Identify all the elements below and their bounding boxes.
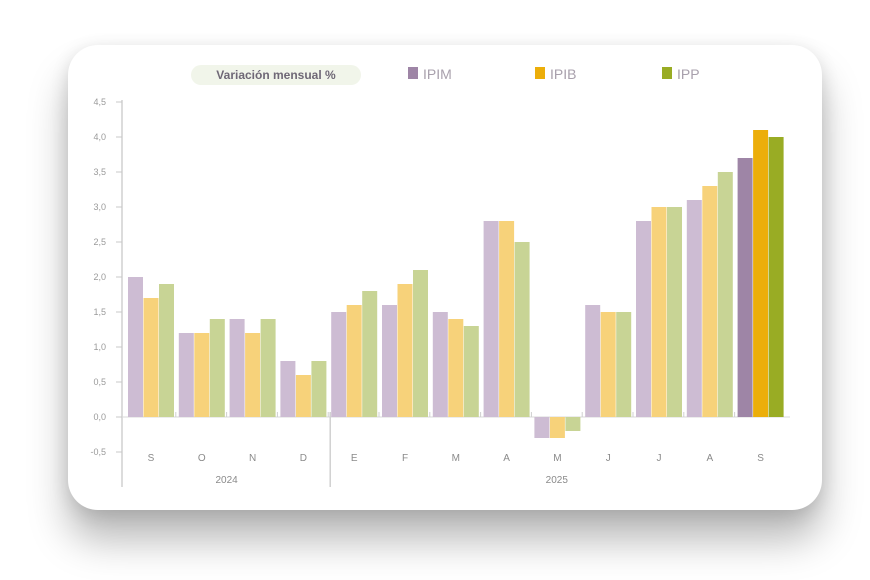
- x-tick-label: A: [503, 453, 510, 464]
- x-tick-label: M: [553, 453, 561, 464]
- chart-title: Variación mensual %: [216, 68, 336, 82]
- bar-ipim-8: [534, 417, 550, 438]
- bar-ipib-10: [651, 207, 667, 417]
- x-tick-label: E: [351, 453, 358, 464]
- bar-ipib-11: [702, 186, 718, 417]
- y-tick-label: 4,0: [93, 132, 106, 142]
- legend-label-ipim: IPIM: [423, 66, 452, 82]
- legend-swatch-ipim: [408, 67, 418, 79]
- bar-ipib-5: [397, 284, 413, 417]
- x-tick-label: M: [452, 453, 460, 464]
- legend-swatch-ipp: [662, 67, 672, 79]
- bar-ipp-12: [768, 137, 784, 417]
- y-tick-label: 1,5: [93, 307, 106, 317]
- bar-ipib-3: [295, 375, 311, 417]
- bar-ipim-4: [331, 312, 347, 417]
- bar-ipim-0: [128, 277, 143, 417]
- legend-label-ipib: IPIB: [550, 66, 576, 82]
- x-tick-label: S: [757, 453, 764, 464]
- year-label-2024: 2024: [215, 475, 238, 486]
- y-tick-label: 2,0: [93, 272, 106, 282]
- bar-ipim-1: [178, 333, 194, 417]
- y-tick-label: 0,0: [93, 412, 106, 422]
- x-tick-label: J: [606, 453, 611, 464]
- y-tick-label: -0,5: [90, 447, 106, 457]
- bar-ipp-0: [159, 284, 174, 417]
- y-tick-label: 2,5: [93, 237, 106, 247]
- bar-ipib-2: [245, 333, 261, 417]
- y-tick-label: 3,5: [93, 167, 106, 177]
- bar-ipp-6: [463, 326, 479, 417]
- bar-ipib-4: [346, 305, 362, 417]
- x-tick-label: F: [402, 453, 408, 464]
- bar-ipp-5: [413, 270, 428, 417]
- bar-ipib-8: [549, 417, 565, 438]
- bar-ipim-5: [382, 305, 397, 417]
- y-tick-label: 3,0: [93, 202, 106, 212]
- y-tick-label: 1,0: [93, 342, 106, 352]
- legend-label-ipp: IPP: [677, 66, 700, 82]
- bar-ipim-6: [432, 312, 448, 417]
- bar-ipim-7: [483, 221, 499, 417]
- x-tick-label: S: [148, 453, 155, 464]
- bar-ipim-2: [229, 319, 245, 417]
- bar-ipp-8: [565, 417, 581, 431]
- bar-ipim-3: [280, 361, 296, 417]
- bar-ipp-2: [260, 319, 276, 417]
- bar-ipib-0: [143, 298, 159, 417]
- x-tick-label: N: [249, 453, 256, 464]
- title-pill: [191, 65, 361, 85]
- bar-ipib-12: [753, 130, 769, 417]
- bar-ipp-7: [514, 242, 530, 417]
- bar-ipp-3: [311, 361, 327, 417]
- bar-ipim-11: [686, 200, 702, 417]
- y-tick-label: 4,5: [93, 97, 106, 107]
- bar-ipib-7: [499, 221, 515, 417]
- bar-ipim-12: [737, 158, 753, 417]
- bar-ipim-9: [585, 305, 601, 417]
- x-tick-label: A: [706, 453, 713, 464]
- x-tick-label: O: [198, 453, 206, 464]
- legend-swatch-ipib: [535, 67, 545, 79]
- bar-ipp-1: [209, 319, 225, 417]
- bar-ipp-9: [616, 312, 632, 417]
- x-tick-label: J: [657, 453, 662, 464]
- year-label-2025: 2025: [546, 475, 569, 486]
- bar-ipib-1: [194, 333, 210, 417]
- y-tick-label: 0,5: [93, 377, 106, 387]
- bar-ipp-10: [667, 207, 682, 417]
- bar-ipib-9: [600, 312, 616, 417]
- bar-ipp-4: [362, 291, 378, 417]
- bar-ipp-11: [717, 172, 733, 417]
- bar-ipim-10: [636, 221, 651, 417]
- x-tick-label: D: [300, 453, 307, 464]
- bar-ipib-6: [448, 319, 464, 417]
